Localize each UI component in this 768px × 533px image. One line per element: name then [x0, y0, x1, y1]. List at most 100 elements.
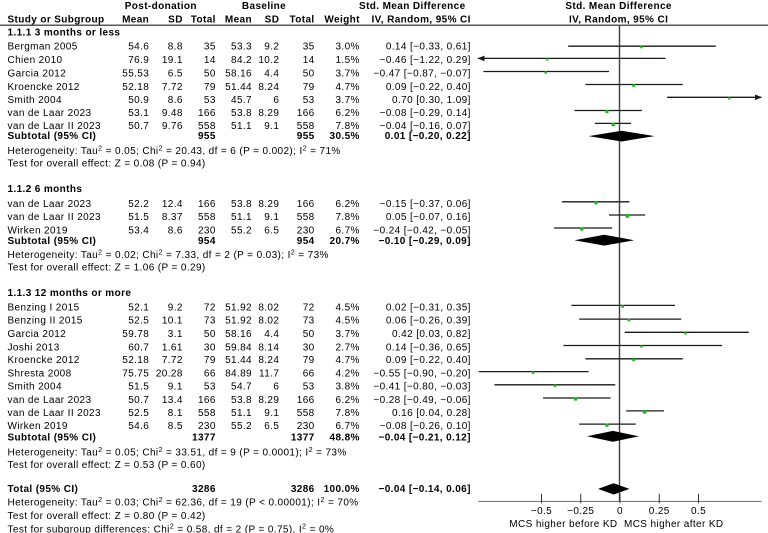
svg-text:79: 79 [303, 355, 315, 366]
svg-text:45.7: 45.7 [231, 95, 252, 106]
svg-text:55.2: 55.2 [231, 421, 252, 432]
svg-text:9.76: 9.76 [162, 121, 183, 132]
svg-text:52.18: 52.18 [122, 82, 149, 93]
svg-text:166: 166 [297, 108, 315, 119]
svg-text:6.5: 6.5 [168, 69, 183, 80]
svg-text:0.70 [0.30, 1.09]: 0.70 [0.30, 1.09] [392, 95, 471, 106]
svg-text:73: 73 [303, 316, 315, 327]
svg-text:3286: 3286 [192, 484, 216, 495]
svg-text:79: 79 [204, 82, 216, 93]
svg-text:MCS higher after KD: MCS higher after KD [624, 519, 723, 530]
svg-text:−0.08 [−0.29, 0.14]: −0.08 [−0.29, 0.14] [380, 108, 471, 119]
svg-text:52.1: 52.1 [128, 302, 149, 313]
svg-text:3.7%: 3.7% [335, 69, 359, 80]
svg-text:0.25: 0.25 [649, 506, 670, 517]
svg-text:8.1: 8.1 [168, 408, 183, 419]
svg-text:84.89: 84.89 [225, 369, 252, 380]
svg-text:−0.08 [−0.26, 0.10]: −0.08 [−0.26, 0.10] [380, 421, 471, 432]
svg-text:58.16: 58.16 [225, 329, 252, 340]
svg-text:8.5: 8.5 [168, 421, 183, 432]
svg-text:50: 50 [303, 329, 315, 340]
svg-text:Heterogeneity: Tau2​ = 0.03; C: Heterogeneity: Tau2​ = 0.03; Chi2​ = 62.… [8, 495, 359, 509]
svg-text:54.7: 54.7 [231, 382, 252, 393]
svg-text:6.2%: 6.2% [335, 395, 359, 406]
svg-text:51.92: 51.92 [225, 316, 252, 327]
svg-text:53: 53 [204, 95, 216, 106]
svg-text:SD: SD [265, 14, 280, 25]
svg-text:20.7%: 20.7% [330, 236, 360, 247]
svg-text:166: 166 [297, 199, 315, 210]
svg-text:−0.25: −0.25 [567, 506, 594, 517]
svg-text:6.2%: 6.2% [335, 108, 359, 119]
svg-text:9.1: 9.1 [264, 408, 279, 419]
svg-text:0.5: 0.5 [691, 506, 706, 517]
svg-text:1.1.2 6 months: 1.1.2 6 months [8, 184, 83, 195]
svg-text:Std. Mean Difference: Std. Mean Difference [359, 1, 466, 12]
svg-text:19.1: 19.1 [162, 55, 183, 66]
svg-text:73: 73 [204, 316, 216, 327]
svg-text:53.8: 53.8 [231, 199, 252, 210]
svg-text:9.2: 9.2 [264, 42, 279, 53]
svg-text:6: 6 [273, 95, 279, 106]
svg-text:50: 50 [204, 69, 216, 80]
svg-text:−0.28 [−0.49, −0.06]: −0.28 [−0.49, −0.06] [373, 395, 470, 406]
svg-text:72: 72 [303, 302, 315, 313]
svg-text:Shresta 2008: Shresta 2008 [8, 369, 72, 380]
svg-text:8.29: 8.29 [258, 108, 279, 119]
svg-text:50.9: 50.9 [128, 95, 149, 106]
svg-text:1.5%: 1.5% [335, 55, 359, 66]
svg-text:Test for subgroup differences:: Test for subgroup differences: Chi2​ = 0… [8, 522, 335, 533]
svg-text:−0.24 [−0.42, −0.05]: −0.24 [−0.42, −0.05] [373, 226, 470, 237]
svg-text:Study or Subgroup: Study or Subgroup [8, 14, 105, 25]
svg-text:6.5: 6.5 [264, 226, 279, 237]
svg-text:50: 50 [204, 329, 216, 340]
svg-text:230: 230 [198, 226, 216, 237]
svg-text:66: 66 [204, 369, 216, 380]
svg-text:Post-donation: Post-donation [125, 1, 197, 12]
svg-text:6.7%: 6.7% [335, 226, 359, 237]
svg-text:4.2%: 4.2% [335, 369, 359, 380]
svg-text:6: 6 [273, 382, 279, 393]
svg-text:Test for overall effect: Z = 0: Test for overall effect: Z = 0.80 (P = 0… [8, 511, 206, 522]
svg-text:2.7%: 2.7% [335, 342, 359, 353]
svg-text:53: 53 [303, 95, 315, 106]
svg-text:51.44: 51.44 [225, 355, 252, 366]
svg-text:−0.10 [−0.29, 0.09]: −0.10 [−0.29, 0.09] [379, 236, 471, 247]
svg-text:1.1.3 12 months or more: 1.1.3 12 months or more [8, 288, 132, 299]
svg-text:4.5%: 4.5% [335, 316, 359, 327]
svg-text:Baseline: Baseline [242, 1, 286, 12]
svg-text:14: 14 [204, 55, 216, 66]
svg-text:6.2%: 6.2% [335, 199, 359, 210]
svg-text:Std. Mean Difference: Std. Mean Difference [565, 1, 672, 12]
svg-text:955: 955 [198, 131, 216, 142]
svg-text:6.5: 6.5 [264, 421, 279, 432]
svg-text:60.7: 60.7 [128, 342, 149, 353]
svg-text:Bergman 2005: Bergman 2005 [8, 42, 78, 53]
svg-text:Garcia 2012: Garcia 2012 [8, 69, 67, 80]
svg-text:230: 230 [297, 226, 315, 237]
svg-text:0.01 [−0.20, 0.22]: 0.01 [−0.20, 0.22] [385, 131, 471, 142]
svg-text:Total: Total [290, 14, 315, 25]
svg-text:Weight: Weight [324, 14, 360, 25]
svg-text:Chien 2010: Chien 2010 [8, 55, 63, 66]
svg-text:3286: 3286 [291, 484, 315, 495]
svg-text:30: 30 [303, 342, 315, 353]
svg-text:51.5: 51.5 [128, 212, 149, 223]
svg-text:0.42 [0.03, 0.82]: 0.42 [0.03, 0.82] [392, 329, 471, 340]
svg-text:8.02: 8.02 [258, 316, 279, 327]
svg-text:75.75: 75.75 [122, 369, 149, 380]
svg-text:Benzing II 2015: Benzing II 2015 [8, 316, 83, 327]
svg-text:Mean: Mean [122, 14, 149, 25]
svg-text:59.84: 59.84 [225, 342, 252, 353]
svg-text:53: 53 [204, 382, 216, 393]
svg-text:8.37: 8.37 [162, 212, 183, 223]
svg-text:1.1.1 3 months or less: 1.1.1 3 months or less [8, 28, 121, 39]
svg-text:53: 53 [303, 382, 315, 393]
svg-text:van de Laar 2023: van de Laar 2023 [8, 108, 92, 119]
svg-text:Test for overall effect: Z = 1: Test for overall effect: Z = 1.06 (P = 0… [8, 263, 206, 274]
svg-text:558: 558 [198, 121, 216, 132]
svg-text:8.24: 8.24 [258, 355, 279, 366]
svg-text:Total (95% CI): Total (95% CI) [8, 484, 79, 495]
svg-text:0: 0 [617, 506, 623, 517]
svg-text:Mean: Mean [225, 14, 252, 25]
